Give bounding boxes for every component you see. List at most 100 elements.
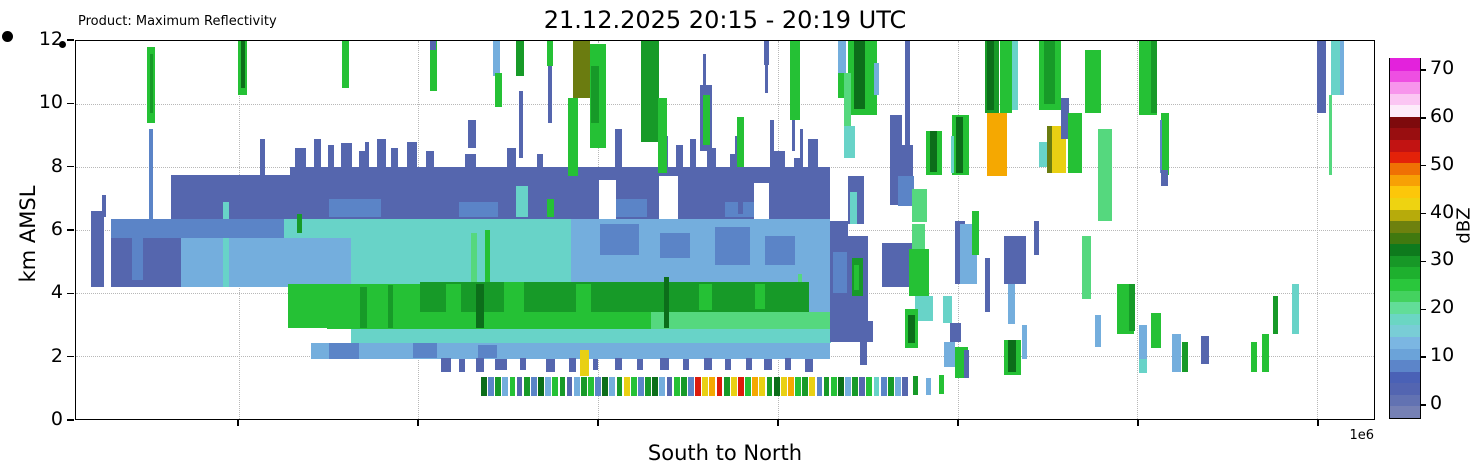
radar-cell — [458, 201, 498, 218]
radar-cell — [504, 281, 524, 312]
colorbar-tick-label: 40 — [1430, 200, 1455, 223]
radar-cell — [567, 97, 579, 177]
x-tick-mark — [1317, 420, 1319, 426]
radar-cell — [406, 141, 418, 167]
radar-cell — [573, 377, 580, 396]
radar-cell — [131, 225, 144, 281]
radar-cell — [592, 359, 598, 371]
colorbar-tick-mark — [1421, 117, 1426, 119]
radar-cell — [495, 72, 502, 108]
chart-title: 21.12.2025 20:15 - 20:19 UTC — [543, 6, 907, 34]
radar-cell — [763, 359, 772, 371]
y-tick-mark — [67, 165, 74, 168]
radar-cell — [569, 357, 576, 372]
radar-cell — [837, 41, 846, 76]
x-tick-mark — [417, 420, 419, 426]
colorbar-segment — [1390, 359, 1420, 372]
radar-cell — [1150, 313, 1162, 349]
radar-cell — [909, 248, 929, 297]
radar-cell — [599, 179, 616, 219]
radar-cell — [765, 64, 768, 93]
radar-cell — [575, 283, 592, 312]
radar-cell — [897, 176, 915, 207]
radar-cell — [774, 151, 785, 167]
radar-cell — [1331, 41, 1343, 95]
radar-cell — [800, 129, 803, 167]
product-label: Product: Maximum Reflectivity — [78, 14, 277, 29]
radar-cell — [852, 377, 859, 396]
radar-cell — [736, 116, 745, 167]
y-tick-label: 10 — [38, 91, 63, 114]
radar-cell — [939, 374, 944, 394]
radar-cell — [792, 119, 796, 152]
colorbar-segment — [1390, 220, 1420, 233]
y-tick-mark — [67, 229, 74, 231]
colorbar-tick-mark — [1421, 164, 1426, 167]
radar-cell — [101, 195, 106, 218]
x-tick-mark — [1137, 420, 1139, 426]
radar-cell — [495, 359, 507, 371]
radar-cell — [327, 144, 335, 167]
colorbar-tick-mark — [1421, 69, 1426, 71]
radar-cell — [745, 377, 751, 396]
radar-cell — [709, 377, 716, 396]
radar-cell — [430, 41, 438, 92]
radar-cell — [259, 237, 352, 287]
radar-cell — [754, 283, 766, 309]
radar-cell — [283, 218, 571, 240]
radar-cell — [1262, 333, 1270, 372]
radar-cell — [518, 91, 523, 158]
radar-cell — [530, 377, 537, 396]
radar-cell — [638, 377, 644, 396]
radar-cell — [484, 230, 491, 287]
radar-cell — [784, 357, 792, 371]
radar-cell — [516, 377, 523, 396]
radar-cell — [652, 377, 659, 396]
radar-cell — [902, 377, 908, 396]
radar-cell — [295, 148, 306, 167]
radar-cell — [365, 141, 370, 171]
colorbar-segment — [1390, 57, 1420, 71]
radar-cell — [702, 377, 709, 396]
colorbar-segment — [1390, 185, 1420, 198]
radar-cell — [458, 359, 466, 372]
radar-cell — [683, 359, 689, 371]
radar-cell — [737, 167, 743, 215]
colorbar-tick-label: 70 — [1430, 56, 1455, 79]
radar-cell — [552, 377, 559, 396]
radar-cell — [358, 151, 366, 167]
radar-cell — [559, 377, 566, 396]
colorbar-tick-mark — [1421, 404, 1426, 406]
colorbar-segment — [1390, 104, 1420, 117]
y-tick-label: 2 — [50, 344, 63, 367]
radar-cell — [773, 377, 780, 396]
radar-cell — [419, 311, 651, 330]
radar-cell — [445, 283, 462, 312]
radar-cell — [580, 377, 587, 396]
radar-cell — [1067, 113, 1082, 174]
radar-cell — [866, 377, 873, 396]
marker-dot-corner — [59, 41, 66, 48]
radar-cell — [853, 41, 866, 109]
radar-cell — [329, 198, 382, 218]
radar-cell — [548, 66, 552, 123]
radar-cell — [1272, 296, 1278, 334]
radar-cell — [849, 192, 858, 224]
radar-cell — [588, 377, 594, 396]
radar-cell — [1250, 341, 1257, 372]
radar-cell — [688, 377, 694, 396]
radar-cell — [623, 377, 630, 396]
radar-cell — [926, 378, 932, 396]
radar-cell — [956, 116, 963, 174]
colorbar-tick-label: 50 — [1430, 152, 1455, 175]
y-tick-label: 6 — [50, 218, 63, 240]
x-tick-mark — [957, 420, 959, 426]
y-tick-mark — [67, 39, 74, 41]
colorbar-segment — [1390, 382, 1420, 395]
radar-cell — [377, 138, 387, 167]
colorbar-segment — [1390, 208, 1420, 222]
radar-cell — [480, 377, 487, 396]
radar-cell — [614, 129, 622, 177]
radar-cell — [657, 97, 667, 174]
radar-cell — [845, 377, 851, 396]
